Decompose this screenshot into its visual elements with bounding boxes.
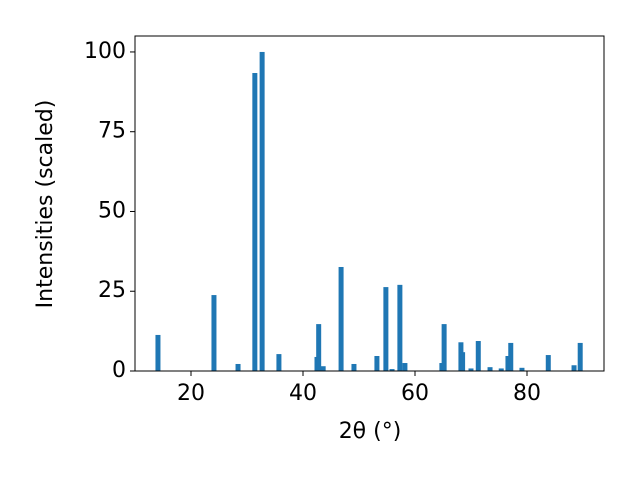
bar	[259, 51, 265, 371]
bar	[383, 287, 389, 371]
x-tick-label: 60	[401, 381, 429, 406]
bar	[505, 356, 511, 371]
y-axis-label: Intensities (scaled)	[33, 100, 58, 309]
bar	[487, 367, 493, 371]
bar	[519, 367, 525, 371]
plot-frame	[134, 35, 605, 372]
y-tick-label: 75	[98, 119, 126, 144]
x-axis-label: 2θ (°)	[339, 419, 402, 444]
x-tick-label: 40	[289, 381, 317, 406]
bar	[320, 366, 326, 371]
bar	[338, 266, 344, 371]
bar	[402, 363, 408, 371]
bar	[389, 369, 395, 371]
y-tick-label: 25	[98, 278, 126, 303]
bar	[441, 324, 447, 371]
x-tick-label: 20	[177, 381, 205, 406]
bar	[374, 356, 380, 371]
bar	[475, 341, 481, 371]
bar	[571, 365, 577, 371]
y-tick-label: 100	[84, 39, 126, 64]
bar	[508, 342, 514, 371]
bar	[545, 355, 551, 371]
bar	[316, 324, 322, 371]
x-tick-label: 80	[513, 381, 541, 406]
bar	[351, 363, 357, 371]
bar	[460, 352, 466, 371]
bar	[276, 354, 282, 371]
y-tick-label: 50	[98, 198, 126, 223]
bar	[397, 284, 403, 371]
bar	[577, 342, 583, 371]
bar	[235, 363, 241, 371]
bar	[211, 295, 217, 371]
bar	[468, 368, 474, 371]
y-tick-label: 0	[112, 358, 126, 383]
bar	[498, 368, 504, 371]
bar	[252, 73, 258, 371]
bar	[155, 334, 161, 371]
